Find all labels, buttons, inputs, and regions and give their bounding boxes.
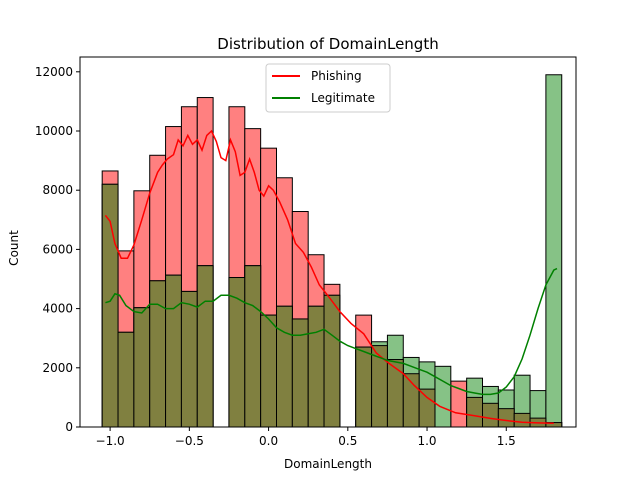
legend-label-legitimate: Legitimate [311,91,375,105]
bar-overlap [133,307,151,428]
bar-overlap [482,402,499,428]
x-axis-label: DomainLength [284,457,372,471]
bar-legitimate [434,365,452,428]
legend-label-phishing: Phishing [311,69,362,83]
bar-overlap [275,305,293,428]
x-tick-label: 1.0 [417,434,436,448]
y-tick-label: 2000 [42,361,73,375]
bar-overlap [355,346,373,428]
bar-overlap [307,305,325,428]
bar-overlap [196,265,214,428]
x-tick-label: −0.5 [175,434,204,448]
axes-layer: −1.0 −0.5 0.0 0.5 1.0 1.5 0 2000 4000 6000 8000 100… [35,56,577,448]
x-tick-label: 1.5 [497,434,516,448]
bar-overlap [497,408,515,428]
legend: Phishing Legitimate [265,63,391,113]
bar-overlap [165,274,182,428]
bars-layer [101,74,563,428]
kde-line-legitimate [105,267,558,396]
chart-title: Distribution of DomainLength [217,35,438,53]
bar-overlap [117,331,135,428]
y-tick-label: 6000 [42,242,73,256]
y-tick-label: 10000 [35,124,73,138]
kde-line-phishing [104,129,554,424]
y-axis-label: Count [7,230,21,266]
x-tick-label: 0.0 [259,434,278,448]
bar-legitimate [545,74,563,428]
bar-overlap [149,280,167,428]
plot-frame [79,56,577,428]
x-tick-label: −1.0 [96,434,125,448]
bar-overlap [244,265,262,428]
y-tick-label: 12000 [35,65,73,79]
bar-overlap [228,277,246,428]
y-tick-label: 0 [65,420,73,434]
bar-overlap [260,314,277,428]
bar-overlap [323,294,341,428]
y-tick-label: 8000 [42,183,73,197]
bar-overlap [180,290,198,428]
bar-overlap [418,388,436,428]
bar-overlap [513,412,531,428]
bar-overlap [466,396,484,428]
x-tick-label: 0.5 [338,434,357,448]
y-tick-label: 4000 [42,302,73,316]
bar-overlap [386,359,404,428]
kde-layer [104,129,558,424]
